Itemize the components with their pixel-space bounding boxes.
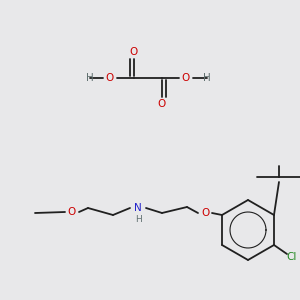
Text: H: H	[135, 215, 141, 224]
Text: O: O	[68, 207, 76, 217]
Text: O: O	[201, 208, 209, 218]
Text: O: O	[182, 73, 190, 83]
Text: N: N	[134, 203, 142, 213]
Text: H: H	[86, 73, 94, 83]
Text: O: O	[106, 73, 114, 83]
Text: H: H	[203, 73, 211, 83]
Text: O: O	[158, 99, 166, 109]
Text: O: O	[130, 47, 138, 57]
Text: Cl: Cl	[287, 252, 297, 262]
